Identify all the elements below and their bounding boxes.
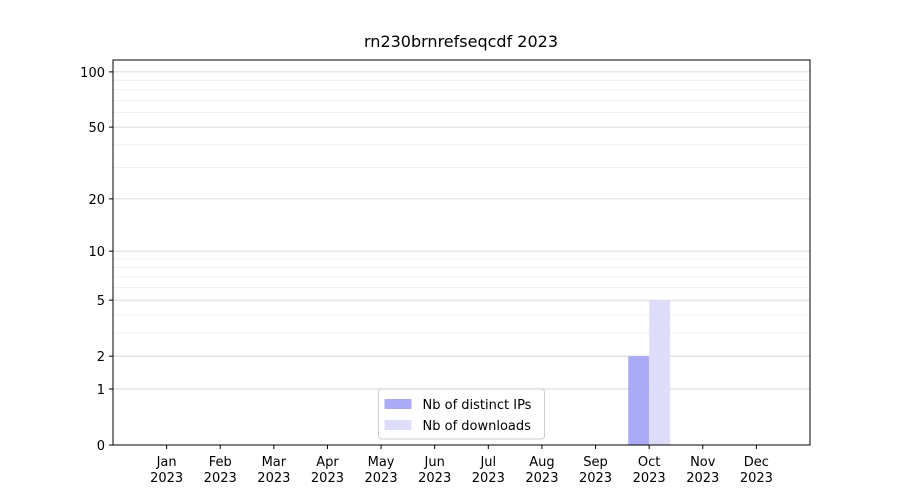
legend-label: Nb of downloads: [423, 419, 532, 434]
x-tick-label: Sep 2023: [579, 455, 612, 486]
x-tick-label: Feb 2023: [204, 455, 237, 486]
legend-swatch: [384, 399, 412, 409]
y-tick-label: 50: [88, 121, 105, 136]
x-tick-label: Nov 2023: [686, 455, 719, 486]
y-tick-label: 20: [88, 193, 105, 208]
y-tick-label: 0: [97, 439, 105, 454]
x-tick-label: Jun 2023: [418, 455, 451, 486]
x-tick-label: Aug 2023: [525, 455, 558, 486]
y-tick-label: 10: [88, 245, 105, 260]
y-tick-label: 5: [97, 294, 105, 309]
x-tick-label: May 2023: [365, 455, 398, 486]
x-tick-label: Apr 2023: [311, 455, 344, 486]
bar: [649, 300, 671, 445]
bar: [628, 356, 650, 445]
legend-label: Nb of distinct IPs: [423, 398, 532, 413]
x-tick-label: Oct 2023: [633, 455, 666, 486]
legend-swatch: [384, 420, 412, 430]
x-tick-label: Dec 2023: [740, 455, 773, 486]
y-tick-label: 100: [80, 66, 105, 81]
x-tick-label: Mar 2023: [257, 455, 290, 486]
y-tick-label: 2: [97, 350, 105, 365]
x-tick-label: Jul 2023: [472, 455, 505, 486]
y-tick-label: 1: [97, 383, 105, 398]
legend-frame: [378, 388, 545, 440]
plot-frame: [112, 59, 811, 446]
chart-title: rn230brnrefseqcdf 2023: [364, 32, 558, 51]
x-tick-label: Jan 2023: [150, 455, 183, 486]
